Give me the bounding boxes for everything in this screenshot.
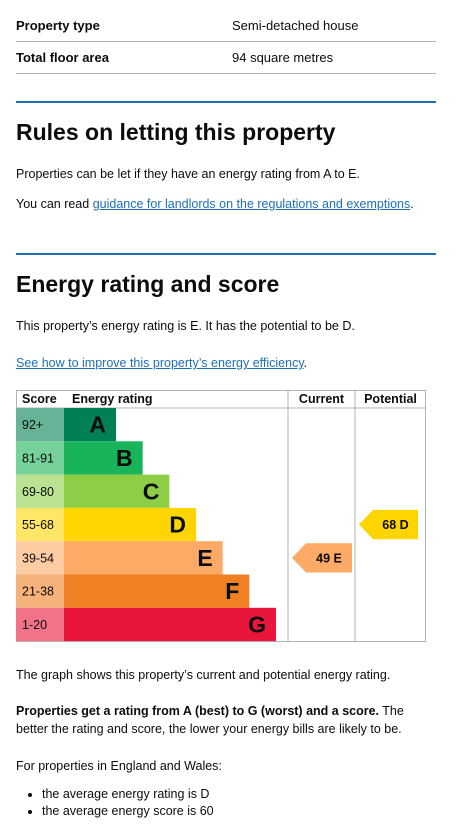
summary-row-floor-area: Total floor area 94 square metres — [16, 42, 436, 74]
summary-row-property-type: Property type Semi-detached house — [16, 10, 436, 42]
rating-explanation-rest: The better the rating and score, the low… — [16, 704, 404, 736]
list-item: the average energy score is 60 — [42, 803, 214, 820]
score-label-g: 1-20 — [22, 618, 47, 632]
list-item: the average energy rating is D — [42, 786, 214, 803]
rating-explanation-bold: Properties get a rating from A (best) to… — [16, 704, 380, 718]
summary-key: Total floor area — [16, 50, 109, 65]
summary-value: Semi-detached house — [232, 18, 359, 33]
letting-guidance-text: You can read guidance for landlords on t… — [16, 195, 436, 213]
score-label-e: 39-54 — [22, 551, 54, 565]
rating-letter-c: C — [143, 478, 160, 504]
score-header: Score — [22, 392, 57, 406]
landlord-guidance-link[interactable]: guidance for landlords on the regulation… — [92, 197, 411, 211]
score-label-b: 81-91 — [22, 451, 54, 465]
score-cell-c — [16, 474, 64, 508]
current-header: Current — [299, 392, 345, 406]
average-list: the average energy rating is D the avera… — [16, 786, 214, 820]
score-label-f: 21-38 — [22, 585, 54, 599]
property-summary-list: Property type Semi-detached house Total … — [16, 10, 436, 74]
rating-explanation: Properties get a rating from A (best) to… — [16, 702, 436, 738]
potential-header: Potential — [364, 392, 417, 406]
score-label-a: 92+ — [22, 418, 43, 432]
rating-letter-a: A — [89, 412, 106, 438]
rating-bar-a — [64, 408, 116, 442]
energy-rating-text: This property’s energy rating is E. It h… — [16, 319, 355, 333]
rating-letter-g: G — [248, 611, 266, 637]
rating-letter-f: F — [225, 578, 239, 604]
rating-bar-g — [64, 607, 276, 642]
rating-bar-e — [64, 541, 223, 575]
text-prefix: You can read — [16, 197, 93, 211]
summary-key: Property type — [16, 18, 100, 33]
score-cell-f — [16, 574, 64, 608]
score-cell-e — [16, 541, 64, 575]
rating-bar-f — [64, 574, 250, 608]
score-label-d: 55-68 — [22, 518, 54, 532]
energy-rating-header: Energy rating — [72, 392, 153, 406]
energy-rating-chart: Score Energy rating Current Potential 92+ A 81… — [16, 390, 426, 642]
score-cell-d — [16, 507, 64, 542]
score-label-c: 69-80 — [22, 485, 54, 499]
letting-heading: Rules on letting this property — [16, 119, 336, 145]
rating-letter-b: B — [116, 445, 133, 471]
score-cell-a — [16, 408, 64, 442]
current-rating-label: 49 E — [316, 551, 342, 565]
rating-letter-e: E — [197, 545, 212, 571]
graph-description: The graph shows this property’s current … — [16, 668, 391, 682]
rating-bar-b — [64, 441, 143, 475]
england-wales-text: For properties in England and Wales: — [16, 759, 222, 773]
potential-rating-label: 68 D — [382, 518, 408, 532]
section-divider — [16, 253, 436, 255]
rating-letter-d: D — [169, 512, 186, 538]
text-suffix: . — [303, 356, 308, 370]
improve-efficiency-link[interactable]: See how to improve this property’s energ… — [16, 356, 304, 370]
summary-value: 94 square metres — [232, 50, 334, 65]
letting-text: Properties can be let if they have an en… — [16, 167, 360, 181]
score-cell-b — [16, 441, 64, 475]
rating-bar-d — [64, 507, 196, 542]
rating-bar-c — [64, 474, 170, 508]
potential-arrow — [359, 509, 418, 540]
improve-efficiency-text: See how to improve this property’s energ… — [16, 354, 436, 372]
energy-heading: Energy rating and score — [16, 271, 280, 297]
text-suffix: . — [410, 197, 414, 211]
score-cell-g — [16, 607, 64, 642]
current-arrow — [292, 543, 352, 573]
section-divider — [16, 101, 436, 103]
